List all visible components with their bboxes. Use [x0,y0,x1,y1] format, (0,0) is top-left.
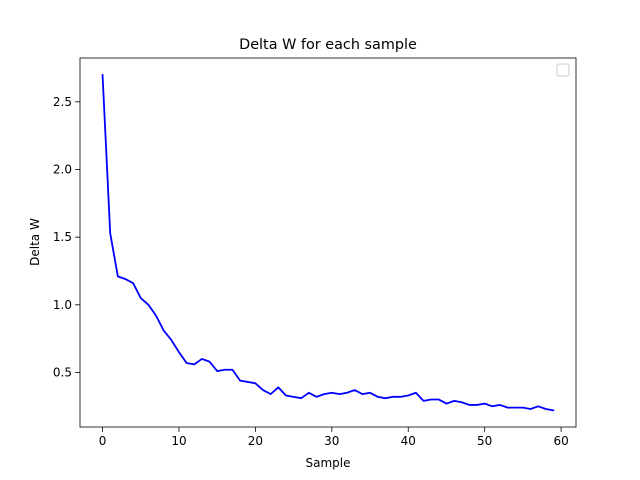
x-tick-label: 50 [477,434,492,448]
x-axis-label: Sample [306,456,351,470]
x-tick-label: 40 [401,434,416,448]
x-tick-label: 60 [553,434,568,448]
series-line-0 [101,73,555,412]
x-tick-label: 20 [248,434,263,448]
y-tick-label: 0.5 [53,365,72,379]
axes-frame [79,57,577,428]
x-tick-label: 10 [171,434,186,448]
y-axis-label: Delta W [28,218,42,266]
legend-box [556,63,570,77]
chart-title: Delta W for each sample [239,37,417,53]
y-tick-label: 1.5 [53,230,72,244]
x-tick-label: 30 [324,434,339,448]
x-tick-label: 0 [99,434,107,448]
plot-layer [101,73,555,412]
y-tick-label: 2.5 [53,95,72,109]
y-tick-label: 2.0 [53,162,72,176]
y-tick-label: 1.0 [53,298,72,312]
y-axis-ticks: 0.5 1.0 1.5 2.0 2.5 [53,95,80,379]
x-axis-ticks: 0 10 20 30 40 50 60 [99,427,569,448]
